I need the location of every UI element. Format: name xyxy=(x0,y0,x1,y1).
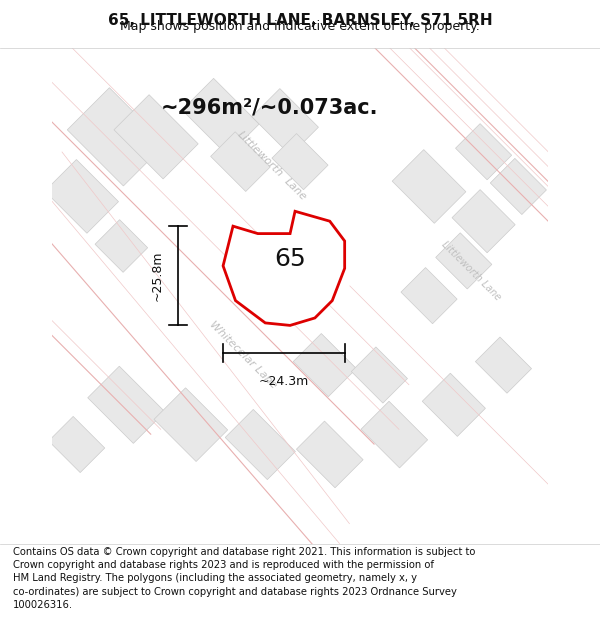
Polygon shape xyxy=(95,219,148,272)
Text: 65, LITTLEWORTH LANE, BARNSLEY, S71 5RH: 65, LITTLEWORTH LANE, BARNSLEY, S71 5RH xyxy=(107,13,493,28)
Polygon shape xyxy=(211,132,270,191)
Polygon shape xyxy=(182,78,259,156)
Polygon shape xyxy=(293,334,356,397)
Polygon shape xyxy=(475,337,532,393)
Text: Littleworth: Littleworth xyxy=(236,129,285,179)
Polygon shape xyxy=(252,89,319,155)
Polygon shape xyxy=(392,149,466,223)
Text: Whitecelar Lane: Whitecelar Lane xyxy=(208,319,278,391)
Text: ~25.8m: ~25.8m xyxy=(151,251,164,301)
Polygon shape xyxy=(223,211,344,326)
Polygon shape xyxy=(88,366,165,443)
Polygon shape xyxy=(352,347,407,403)
Polygon shape xyxy=(452,189,515,253)
Text: Lane: Lane xyxy=(282,176,308,202)
Polygon shape xyxy=(401,268,457,324)
Polygon shape xyxy=(225,409,295,479)
Text: 65: 65 xyxy=(274,247,306,271)
Polygon shape xyxy=(361,401,428,468)
Text: ~24.3m: ~24.3m xyxy=(259,375,309,388)
Polygon shape xyxy=(490,158,547,214)
Text: Map shows position and indicative extent of the property.: Map shows position and indicative extent… xyxy=(120,20,480,33)
Text: Contains OS data © Crown copyright and database right 2021. This information is : Contains OS data © Crown copyright and d… xyxy=(13,547,476,610)
Polygon shape xyxy=(45,159,118,233)
Polygon shape xyxy=(455,124,512,180)
Polygon shape xyxy=(272,134,328,190)
Polygon shape xyxy=(67,88,166,186)
Polygon shape xyxy=(296,421,363,488)
Text: Littleworth Lane: Littleworth Lane xyxy=(440,239,503,302)
Text: ~296m²/~0.073ac.: ~296m²/~0.073ac. xyxy=(161,97,379,117)
Polygon shape xyxy=(154,388,227,461)
Polygon shape xyxy=(422,373,485,436)
Polygon shape xyxy=(436,233,492,289)
Polygon shape xyxy=(114,95,198,179)
Polygon shape xyxy=(49,416,105,472)
